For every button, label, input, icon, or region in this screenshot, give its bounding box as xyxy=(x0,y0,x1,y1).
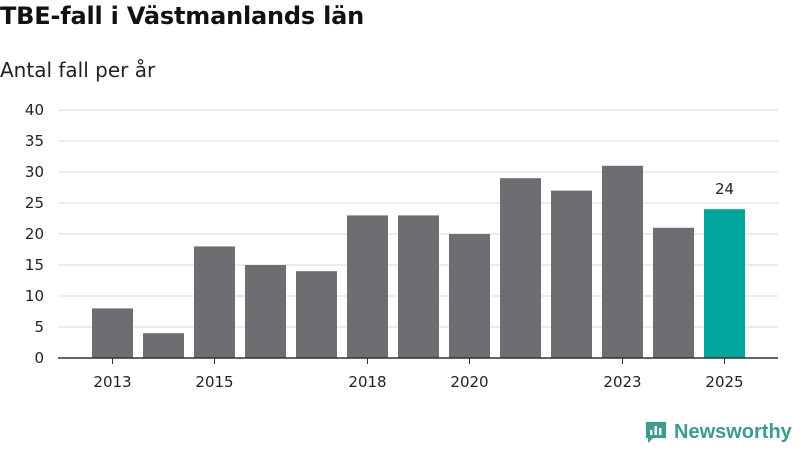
y-tick-label: 0 xyxy=(34,349,44,367)
bar-2020 xyxy=(449,234,490,358)
x-tick-label: 2015 xyxy=(195,373,233,391)
x-tick-label: 2020 xyxy=(450,373,488,391)
bar-2015 xyxy=(194,246,235,358)
y-tick-label: 30 xyxy=(25,163,44,181)
bar-2013 xyxy=(92,308,133,358)
y-tick-label: 5 xyxy=(34,318,44,336)
chart-subtitle: Antal fall per år xyxy=(0,58,156,82)
newsworthy-logo-icon xyxy=(646,422,666,443)
bar-2014 xyxy=(143,333,184,358)
bar-2019 xyxy=(398,215,439,358)
bar-2022 xyxy=(551,190,592,358)
bar-2017 xyxy=(296,271,337,358)
x-tick-label: 2025 xyxy=(705,373,743,391)
y-tick-label: 15 xyxy=(25,256,44,274)
bar-2023 xyxy=(602,165,643,358)
x-tick-label: 2018 xyxy=(348,373,386,391)
bar-2025 xyxy=(704,209,745,358)
chart-title: TBE-fall i Västmanlands län xyxy=(0,2,364,30)
y-tick-label: 35 xyxy=(25,132,44,150)
bar-2021 xyxy=(500,178,541,358)
x-tick-label: 2013 xyxy=(93,373,131,391)
y-tick-label: 40 xyxy=(25,101,44,119)
x-tick-label: 2023 xyxy=(603,373,641,391)
brand-logo: Newsworthy xyxy=(644,420,792,444)
brand-name: Newsworthy xyxy=(674,420,792,443)
data-label: 24 xyxy=(715,180,734,198)
y-tick-label: 10 xyxy=(25,287,44,305)
bar-2018 xyxy=(347,215,388,358)
y-tick-label: 25 xyxy=(25,194,44,212)
bar-2016 xyxy=(245,265,286,358)
y-tick-label: 20 xyxy=(25,225,44,243)
bar-2024 xyxy=(653,227,694,358)
